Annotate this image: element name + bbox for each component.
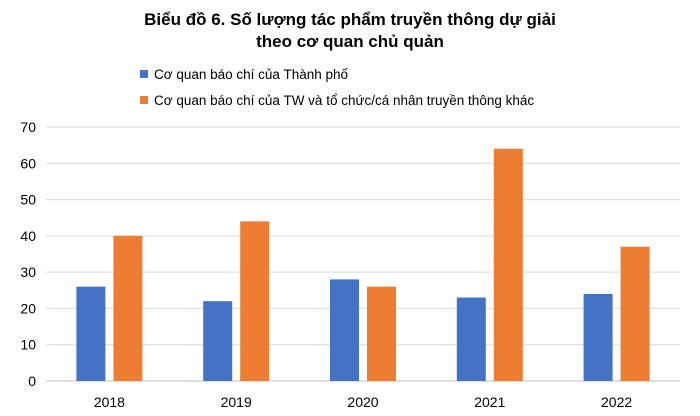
x-tick-label: 2018: [94, 394, 125, 410]
chart-title: Biểu đồ 6. Số lượng tác phẩm truyền thôn…: [144, 10, 556, 29]
y-tick-label: 0: [28, 373, 36, 389]
y-tick-label: 10: [20, 337, 36, 353]
x-tick-label: 2022: [601, 394, 632, 410]
bar: [493, 148, 523, 381]
legend-item-city: Cơ quan báo chí của Thành phố: [140, 66, 348, 82]
legend-label-central: Cơ quan báo chí của TW và tổ chức/cá nhâ…: [154, 92, 535, 108]
bar: [203, 301, 233, 381]
y-tick-label: 20: [20, 300, 36, 316]
y-tick-label: 40: [20, 228, 36, 244]
bar: [456, 297, 486, 381]
bar: [367, 286, 396, 381]
chart-subtitle: theo cơ quan chủ quản: [256, 32, 444, 51]
y-tick-label: 70: [20, 119, 36, 135]
y-tick-label: 60: [20, 155, 36, 171]
bar: [620, 246, 650, 381]
bar: [240, 221, 270, 381]
y-tick-label: 30: [20, 264, 36, 280]
y-tick-label: 50: [20, 192, 36, 208]
bar: [113, 235, 143, 381]
x-tick-label: 2020: [347, 394, 378, 410]
legend-label-city: Cơ quan báo chí của Thành phố: [154, 66, 348, 82]
bar: [76, 286, 106, 381]
legend-swatch-central: [140, 96, 148, 104]
bar: [330, 279, 359, 381]
bar: [583, 293, 613, 381]
legend-swatch-city: [140, 70, 148, 78]
legend-item-central: Cơ quan báo chí của TW và tổ chức/cá nhâ…: [140, 92, 534, 108]
x-tick-label: 2021: [474, 394, 505, 410]
x-tick-label: 2019: [221, 394, 252, 410]
